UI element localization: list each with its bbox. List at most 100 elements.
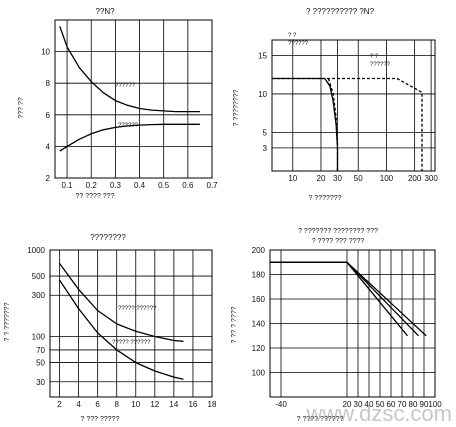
chart-4-ytick-label: 120 <box>252 344 266 353</box>
chart-4-ytick-label: 180 <box>252 271 266 280</box>
chart-4-xtick-label: 40 <box>365 400 374 409</box>
chart-2-ytick-label: 15 <box>258 51 267 60</box>
chart-3-xtick-label: 10 <box>131 400 140 409</box>
chart-2-ytick-label: 5 <box>263 128 268 137</box>
chart-4-ylabel: ? ?? ? ???? <box>231 306 238 343</box>
chart-1: ??N? 2 4 6 8 10 0.1 0.2 0.3 0.4 0.5 0.6 0.7 ??????… <box>18 7 218 200</box>
chart-1-xtick-label: 0.3 <box>110 181 122 190</box>
chart-2-title: ? ?????????? ?N? <box>306 7 375 16</box>
chart-4-xticks: -40 20 30 40 50 60 70 80 90 100 <box>275 400 442 409</box>
chart-3-xtick-label: 6 <box>95 400 100 409</box>
chart-3-yticks: 30 50 70 100 300 500 1000 <box>27 246 45 387</box>
chart-1-xticks: 0.1 0.2 0.3 0.4 0.5 0.6 0.7 <box>62 181 219 190</box>
chart-3-ytick-label: 100 <box>32 333 46 342</box>
chart-3-ylabel: ? ? ??????? <box>4 302 11 341</box>
chart-2-lines <box>272 77 423 171</box>
chart-1-series-1-line <box>59 26 200 113</box>
chart-1-ytick-label: 2 <box>46 174 51 183</box>
chart-2-xtick-label: 200 <box>408 174 422 183</box>
chart-3-lines <box>58 263 184 380</box>
chart-1-yticks: 2 4 6 8 10 <box>41 48 50 183</box>
chart-2-xtick-label: 50 <box>354 174 363 183</box>
chart-3-xtick-label: 8 <box>114 400 119 409</box>
chart-2-annotation-3: ? ? <box>370 54 379 60</box>
chart-1-lines <box>59 26 200 152</box>
chart-1-plot-frame <box>54 19 213 179</box>
chart-1-xtick-label: 0.6 <box>182 181 194 190</box>
chart-3-xtick-label: 14 <box>169 400 178 409</box>
chart-4-grid <box>270 250 435 397</box>
chart-2-grid <box>272 40 435 171</box>
chart-3-plot-frame <box>49 249 213 398</box>
chart-4-subtitle: ? ???? ??? ???? <box>312 238 365 245</box>
chart-3-series-2-line <box>58 279 184 380</box>
chart-1-ytick-label: 6 <box>46 111 51 120</box>
chart-2-annotation-4: ?????? <box>370 62 391 68</box>
chart-1-xtick-label: 0.7 <box>206 181 218 190</box>
chart-4-ytick-label: 200 <box>252 246 266 255</box>
chart-4-xtick-label: 100 <box>428 400 442 409</box>
chart-2-xtick-label: 100 <box>380 174 394 183</box>
chart-2-ylabel: ? ???????? <box>233 89 240 126</box>
chart-3-grid <box>50 250 212 397</box>
chart-2-ytick-label: 3 <box>263 144 268 153</box>
chart-4-series-3-line <box>270 261 427 337</box>
chart-3-ytick-label: 50 <box>36 359 45 368</box>
chart-2-annotation-2: ?????? <box>288 41 309 47</box>
chart-3-ytick-label: 500 <box>32 272 46 281</box>
chart-4: ? ??????? ???????? ??? ? ???? ??? ???? 1… <box>231 228 442 423</box>
chart-3-xtick-label: 12 <box>150 400 159 409</box>
chart-2-annotation-1: ? ? <box>288 33 297 39</box>
chart-3-xticks: 2 4 6 8 10 12 14 16 18 <box>57 400 217 409</box>
chart-1-series-2-line <box>59 123 200 152</box>
chart-3-xtick-label: 4 <box>76 400 81 409</box>
chart-4-xtick-label: 50 <box>376 400 385 409</box>
chart-1-series-1-label: ?????? <box>115 83 136 89</box>
chart-4-title: ? ??????? ???????? ??? <box>298 228 378 235</box>
chart-2-xticks: 10 20 30 50 100 200 300 <box>288 174 438 183</box>
chart-2-series-2-line <box>272 77 423 171</box>
chart-4-ytick-label: 100 <box>252 369 266 378</box>
chart-4-yticks: 100 120 140 160 180 200 <box>252 246 266 378</box>
chart-3-series-1-line <box>58 263 184 342</box>
chart-3-ytick-label: 1000 <box>27 246 45 255</box>
chart-2-xtick-label: 20 <box>317 174 326 183</box>
chart-4-xtick-label: -40 <box>275 400 287 409</box>
chart-2-xlabel: ? ??????? <box>308 195 341 202</box>
chart-1-ytick-label: 10 <box>41 48 50 57</box>
chart-1-ytick-label: 4 <box>46 142 51 151</box>
chart-2: ? ?????????? ?N? 3 5 10 15 10 20 30 50 100 200 30… <box>233 7 438 202</box>
watermark: www.dzsc.com <box>306 401 452 426</box>
chart-2-xtick-label: 300 <box>424 174 438 183</box>
chart-3-xlabel: ? ??? ????? <box>81 416 120 423</box>
chart-4-ytick-label: 140 <box>252 320 266 329</box>
chart-3-xtick-label: 16 <box>188 400 197 409</box>
chart-4-xlabel: ? ???? ?????? <box>297 416 344 423</box>
chart-2-yticks: 3 5 10 15 <box>258 51 267 152</box>
chart-4-xtick-label: 20 <box>343 400 352 409</box>
chart-4-xtick-label: 80 <box>409 400 418 409</box>
chart-4-xtick-label: 60 <box>387 400 396 409</box>
chart-2-plot-frame <box>271 39 436 172</box>
chart-4-lines <box>270 261 427 337</box>
chart-3-series-1-label: ????? ?????? <box>118 306 157 312</box>
chart-1-ylabel: ??? ?? <box>18 97 25 119</box>
chart-4-xtick-label: 70 <box>398 400 407 409</box>
chart-3-ytick-label: 300 <box>32 291 46 300</box>
chart-1-series-2-label: ?????? <box>118 123 139 129</box>
chart-3-xtick-label: 18 <box>208 400 217 409</box>
chart-1-xtick-label: 0.4 <box>134 181 146 190</box>
chart-2-xtick-label: 10 <box>288 174 297 183</box>
chart-1-title: ??N? <box>95 7 115 16</box>
chart-3-series-2-label: ????? ?????? <box>112 340 151 346</box>
chart-2-ytick-label: 10 <box>258 90 267 99</box>
chart-2-xtick-label: 30 <box>333 174 342 183</box>
chart-1-grid <box>55 20 212 178</box>
chart-1-ytick-label: 8 <box>46 79 51 88</box>
chart-1-xtick-label: 0.2 <box>86 181 98 190</box>
chart-3-xtick-label: 2 <box>57 400 62 409</box>
chart-3-ytick-label: 70 <box>36 346 45 355</box>
chart-3-title: ???????? <box>90 233 126 242</box>
chart-4-xtick-label: 90 <box>420 400 429 409</box>
